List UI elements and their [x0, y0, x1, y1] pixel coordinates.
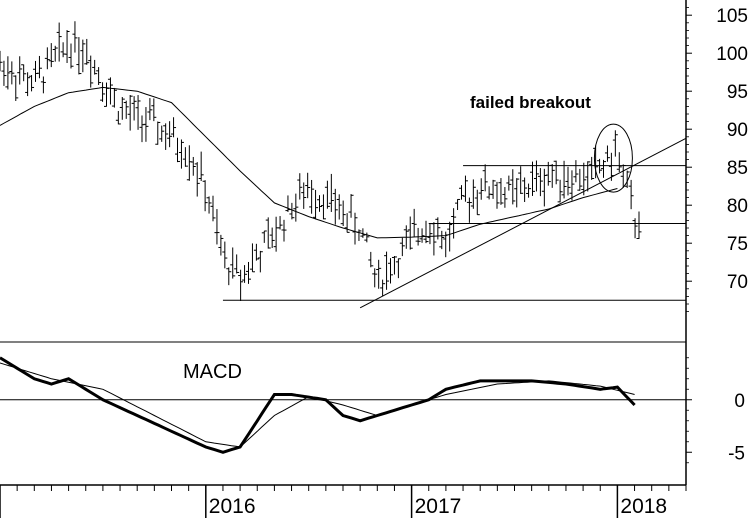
- x-label-2016: 2016: [209, 495, 256, 518]
- macd-tick-label-0: 0: [734, 391, 745, 412]
- macd-tick-label--5: -5: [728, 443, 745, 464]
- price-tick-label-105: 105: [716, 6, 748, 27]
- price-panel: [0, 21, 687, 309]
- macd-title: MACD: [183, 361, 242, 383]
- macd-panel: [0, 356, 686, 454]
- price-tick-label-80: 80: [727, 196, 748, 217]
- price-tick-label-100: 100: [716, 44, 748, 65]
- x-label-2018: 2018: [620, 495, 667, 518]
- price-tick-label-90: 90: [727, 120, 748, 141]
- x-label-2017: 2017: [415, 495, 462, 518]
- price-tick-label-70: 70: [727, 272, 748, 293]
- ohlc-bars: [0, 21, 642, 301]
- macd-series-thin: [0, 362, 635, 448]
- price-tick-label-95: 95: [727, 82, 748, 103]
- breakout-circle: [593, 123, 633, 193]
- price-tick-label-85: 85: [727, 158, 748, 179]
- price-tick-label-75: 75: [727, 234, 748, 255]
- moving-average-line: [0, 86, 618, 239]
- failed-breakout-annotation: failed breakout: [470, 93, 591, 112]
